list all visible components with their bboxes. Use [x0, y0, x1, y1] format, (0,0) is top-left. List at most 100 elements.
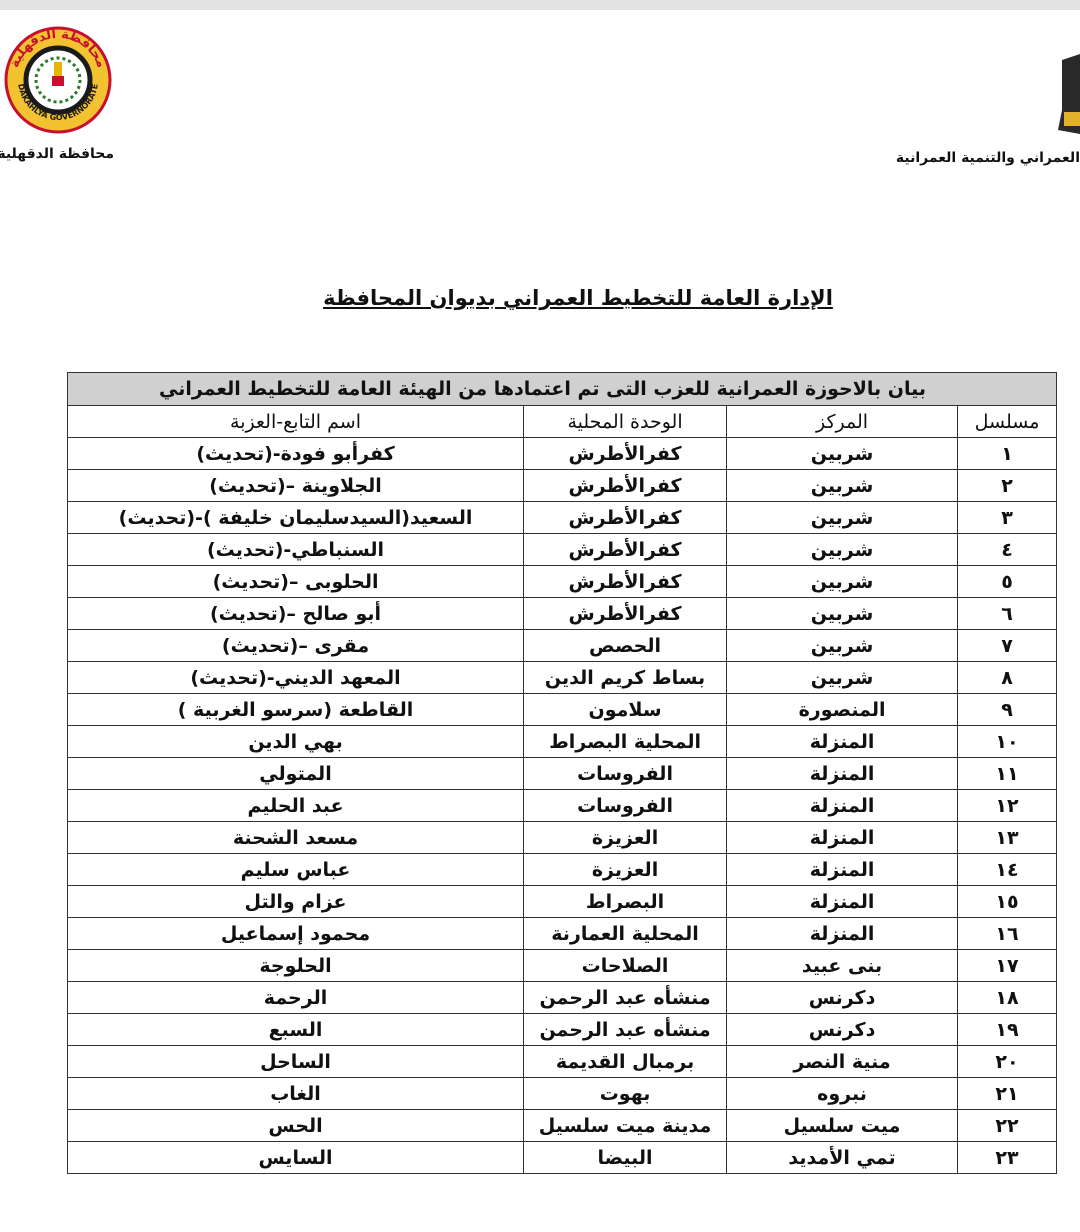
top-bar	[0, 0, 1080, 10]
center-cell: المنزلة	[726, 853, 959, 886]
center-cell: شربين	[726, 597, 959, 630]
table-row: ١٢ المنزلة الفروسات عبد الحليم	[66, 789, 1058, 822]
table-row: ١٩ دكرنس منشأه عبد الرحمن السبع	[66, 1013, 1058, 1046]
unit-cell: العزيزة	[523, 853, 728, 886]
unit-cell: برمبال القديمة	[523, 1045, 728, 1078]
unit-cell: كفرالأطرش	[523, 533, 728, 566]
village-cell: الحس	[66, 1109, 525, 1142]
ministry-logo	[1058, 54, 1080, 134]
serial-cell: ١٤	[957, 853, 1058, 886]
table-row: ٢٠ منية النصر برمبال القديمة الساحل	[66, 1045, 1058, 1078]
village-cell: الحلوبى –(تحديث)	[66, 565, 525, 598]
serial-cell: ٢٣	[957, 1141, 1058, 1174]
center-cell: المنزلة	[726, 821, 959, 854]
unit-cell: بساط كريم الدين	[523, 661, 728, 694]
unit-cell: البيضا	[523, 1141, 728, 1174]
unit-cell: الحصص	[523, 629, 728, 662]
unit-cell: منشأه عبد الرحمن	[523, 981, 728, 1014]
center-cell: شربين	[726, 437, 959, 470]
serial-cell: ٨	[957, 661, 1058, 694]
village-cell: الرحمة	[66, 981, 525, 1014]
village-cell: مقرى –(تحديث)	[66, 629, 525, 662]
document-title: الإدارة العامة للتخطيط العمراني بديوان ا…	[323, 286, 833, 310]
center-cell: المنزلة	[726, 885, 959, 918]
center-cell: بنى عبيد	[726, 949, 959, 982]
village-cell: محمود إسماعيل	[66, 917, 525, 950]
village-cell: عباس سليم	[66, 853, 525, 886]
table-caption: بيان بالاحوزة العمرانية للعزب التى تم اع…	[66, 372, 1058, 406]
village-cell: أبو صالح –(تحديث)	[66, 597, 525, 630]
serial-cell: ١٩	[957, 1013, 1058, 1046]
table-row: ٨ شربين بساط كريم الدين المعهد الديني-(تحدي…	[66, 661, 1058, 694]
unit-cell: مدينة ميت سلسيل	[523, 1109, 728, 1142]
serial-cell: ٢١	[957, 1077, 1058, 1110]
table-row: ٤ شربين كفرالأطرش السنباطي-(تحديث)	[66, 533, 1058, 566]
left-caption: محافظة الدقهلية	[0, 146, 114, 162]
center-cell: المنصورة	[726, 693, 959, 726]
table-row: ٣ شربين كفرالأطرش السعيد(السيدسليمان خليفة …	[66, 501, 1058, 534]
serial-cell: ٩	[957, 693, 1058, 726]
unit-cell: المحلية البصراط	[523, 725, 728, 758]
column-header: المركز	[726, 405, 959, 438]
village-cell: السايس	[66, 1141, 525, 1174]
right-caption: العمراني والتنمية العمرانية	[895, 150, 1080, 166]
center-cell: شربين	[726, 629, 959, 662]
center-cell: شربين	[726, 533, 959, 566]
serial-cell: ٧	[957, 629, 1058, 662]
unit-cell: منشأه عبد الرحمن	[523, 1013, 728, 1046]
village-cell: بهي الدين	[66, 725, 525, 758]
center-cell: المنزلة	[726, 917, 959, 950]
serial-cell: ١٠	[957, 725, 1058, 758]
serial-cell: ١	[957, 437, 1058, 470]
unit-cell: كفرالأطرش	[523, 565, 728, 598]
table-row: ١٠ المنزلة المحلية البصراط بهي الدين	[66, 725, 1058, 758]
center-cell: شربين	[726, 501, 959, 534]
unit-cell: البصراط	[523, 885, 728, 918]
center-cell: شربين	[726, 469, 959, 502]
unit-cell: كفرالأطرش	[523, 469, 728, 502]
column-header: اسم التابع-العزبة	[66, 405, 525, 438]
village-cell: المتولي	[66, 757, 525, 790]
center-cell: المنزلة	[726, 789, 959, 822]
village-cell: عبد الحليم	[66, 789, 525, 822]
serial-cell: ١٣	[957, 821, 1058, 854]
center-cell: المنزلة	[726, 757, 959, 790]
village-cell: الغاب	[66, 1077, 525, 1110]
unit-cell: كفرالأطرش	[523, 437, 728, 470]
serial-cell: ٢٠	[957, 1045, 1058, 1078]
unit-cell: العزيزة	[523, 821, 728, 854]
village-cell: الجلاوينة –(تحديث)	[66, 469, 525, 502]
table-row: ٧ شربين الحصص مقرى –(تحديث)	[66, 629, 1058, 662]
villages-table: بيان بالاحوزة العمرانية للعزب التى تم اع…	[66, 372, 1058, 1174]
table-row: ١ شربين كفرالأطرش كفرأبو فودة-(تحديث)	[66, 437, 1058, 470]
unit-cell: المحلية العمارنة	[523, 917, 728, 950]
village-cell: عزام والتل	[66, 885, 525, 918]
village-cell: السبع	[66, 1013, 525, 1046]
serial-cell: ٤	[957, 533, 1058, 566]
unit-cell: كفرالأطرش	[523, 597, 728, 630]
center-cell: شربين	[726, 565, 959, 598]
center-cell: دكرنس	[726, 981, 959, 1014]
village-cell: القاطعة (سرسو الغربية )	[66, 693, 525, 726]
table-row: ٥ شربين كفرالأطرش الحلوبى –(تحديث)	[66, 565, 1058, 598]
table-row: ١٥ المنزلة البصراط عزام والتل	[66, 885, 1058, 918]
table-row: ١٦ المنزلة المحلية العمارنة محمود إسماعيل	[66, 917, 1058, 950]
serial-cell: ٢٢	[957, 1109, 1058, 1142]
unit-cell: بهوت	[523, 1077, 728, 1110]
unit-cell: الفروسات	[523, 757, 728, 790]
center-cell: ميت سلسيل	[726, 1109, 959, 1142]
serial-cell: ٢	[957, 469, 1058, 502]
serial-cell: ١٦	[957, 917, 1058, 950]
table-row: ٢١ نبروه بهوت الغاب	[66, 1077, 1058, 1110]
table-row: ٢ شربين كفرالأطرش الجلاوينة –(تحديث)	[66, 469, 1058, 502]
village-cell: المعهد الديني-(تحديث)	[66, 661, 525, 694]
table-row: ٩ المنصورة سلامون القاطعة (سرسو الغربية )	[66, 693, 1058, 726]
serial-cell: ١١	[957, 757, 1058, 790]
center-cell: تمي الأمديد	[726, 1141, 959, 1174]
serial-cell: ٦	[957, 597, 1058, 630]
village-cell: مسعد الشحنة	[66, 821, 525, 854]
serial-cell: ١٨	[957, 981, 1058, 1014]
center-cell: شربين	[726, 661, 959, 694]
center-cell: منية النصر	[726, 1045, 959, 1078]
